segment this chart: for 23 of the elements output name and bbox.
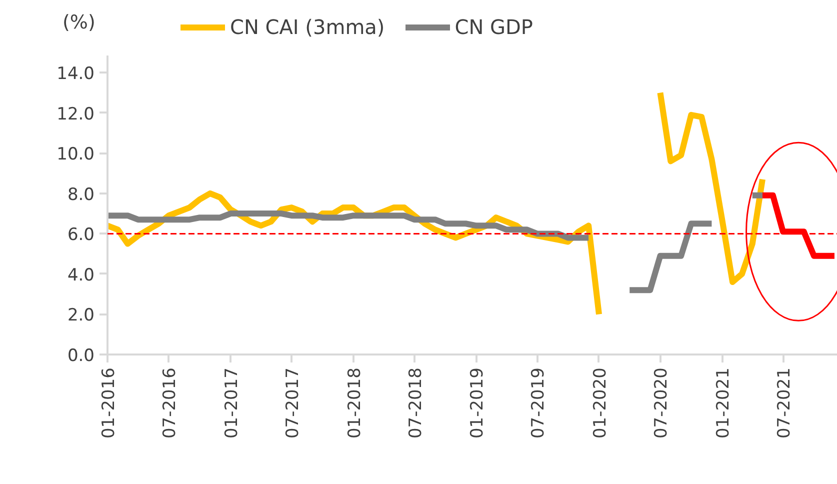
y-tick-label: 2.0	[67, 306, 95, 326]
y-tick-label: 14.0	[56, 64, 95, 84]
x-tick-label: 01-2021	[714, 368, 734, 439]
x-tick-label: 07-2020	[652, 368, 672, 439]
x-tick-label: 07-2019	[528, 368, 549, 439]
y-tick-label: 8.0	[67, 184, 95, 205]
y-axis-title: (%)	[62, 12, 96, 34]
y-tick-label: 0.0	[67, 346, 95, 366]
y-tick-label: 12.0	[56, 104, 95, 124]
y-tick-label: 6.0	[67, 225, 95, 246]
legend-label: CN CAI (3mma)	[230, 15, 385, 39]
y-tick-label: 10.0	[56, 144, 95, 165]
legend-label: CN GDP	[454, 15, 533, 39]
x-tick-label: 01-2016	[99, 368, 119, 439]
x-tick-label: 01-2019	[468, 368, 488, 439]
x-tick-label: 01-2018	[344, 368, 365, 439]
x-tick-label: 01-2017	[222, 368, 242, 439]
x-tick-label: 07-2017	[283, 368, 304, 439]
x-tick-label: 07-2018	[406, 368, 426, 439]
y-tick-label: 4.0	[67, 265, 95, 286]
x-tick-label: 07-2016	[160, 368, 180, 439]
x-tick-label: 01-2020	[590, 368, 610, 439]
x-tick-label: 07-2021	[774, 368, 795, 439]
